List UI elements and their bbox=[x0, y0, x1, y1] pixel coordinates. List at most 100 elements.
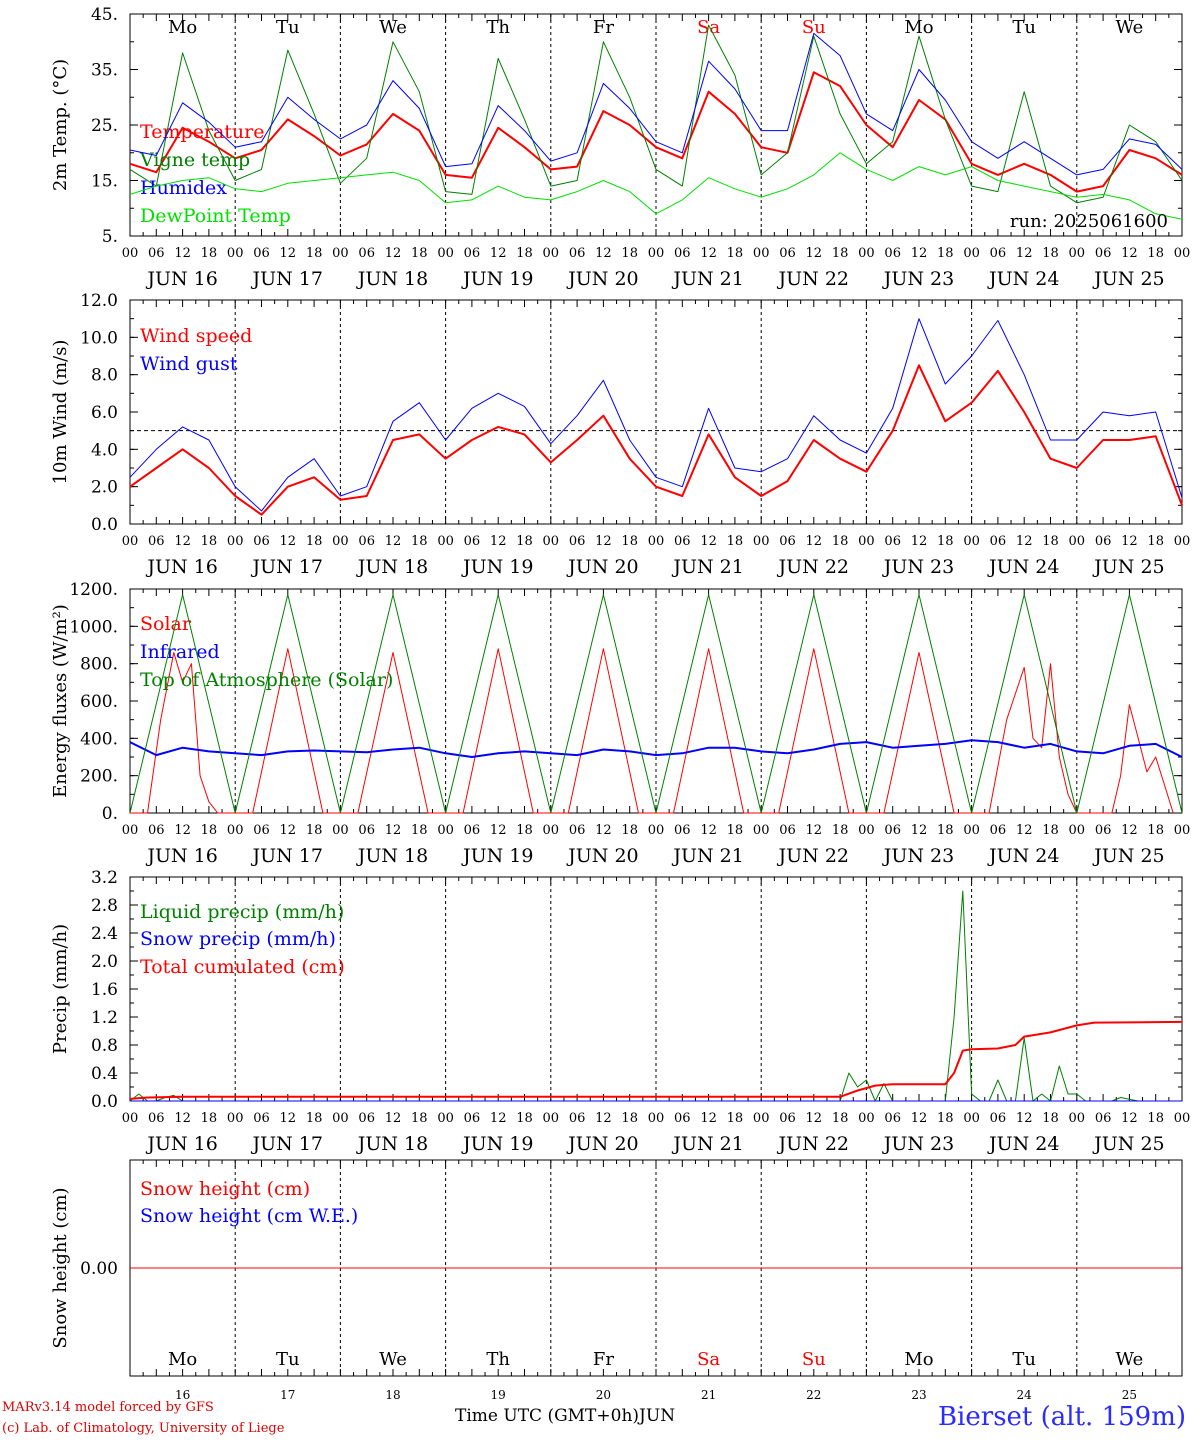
y-tick-label: 200. bbox=[80, 767, 118, 787]
date-label: JUN 23 bbox=[882, 556, 954, 578]
hour-tick-label: 12 bbox=[174, 823, 191, 838]
hour-tick-label: 06 bbox=[1095, 823, 1112, 838]
y-axis-label: 2m Temp. (°C) bbox=[50, 59, 71, 191]
legend-entry: DewPoint Temp bbox=[140, 205, 291, 227]
y-tick-label: 3.2 bbox=[91, 868, 118, 888]
y-tick-label: 35. bbox=[91, 61, 118, 81]
y-tick-label: 1.6 bbox=[91, 980, 118, 1000]
hour-tick-label: 00 bbox=[1174, 1111, 1191, 1126]
y-tick-label: 0. bbox=[102, 804, 118, 824]
day-name: Th bbox=[486, 17, 510, 38]
hour-tick-label: 00 bbox=[543, 534, 560, 549]
hour-tick-label: 06 bbox=[674, 534, 691, 549]
lab-credit: (c) Lab. of Climatology, University of L… bbox=[2, 1421, 285, 1436]
date-label: JUN 25 bbox=[1092, 556, 1164, 578]
day-name: Mo bbox=[904, 1349, 933, 1370]
hour-tick-label: 12 bbox=[595, 823, 612, 838]
hour-tick-label: 12 bbox=[385, 823, 402, 838]
hour-tick-label: 12 bbox=[174, 1111, 191, 1126]
model-credit: MARv3.14 model forced by GFS bbox=[2, 1400, 214, 1415]
hour-tick-label: 12 bbox=[1016, 246, 1033, 261]
hour-tick-label: 18 bbox=[516, 1111, 533, 1126]
date-label: JUN 18 bbox=[356, 556, 428, 578]
hour-tick-label: 00 bbox=[753, 823, 770, 838]
hour-tick-label: 06 bbox=[464, 1111, 481, 1126]
day-name: We bbox=[1116, 17, 1144, 38]
hour-tick-label: 12 bbox=[700, 534, 717, 549]
hour-tick-label: 18 bbox=[1042, 246, 1059, 261]
time-axis-text: Time UTC (GMT+0h) bbox=[455, 1406, 640, 1426]
day-name: Su bbox=[802, 17, 826, 38]
hour-tick-label: 18 bbox=[411, 823, 428, 838]
y-tick-label: 12.0 bbox=[80, 291, 118, 311]
day-number: 22 bbox=[806, 1388, 821, 1402]
hour-tick-label: 00 bbox=[332, 823, 349, 838]
hour-tick-label: 00 bbox=[963, 246, 980, 261]
series-line-wind-speed bbox=[129, 364, 1183, 516]
series-line-temperature bbox=[129, 71, 1183, 193]
hour-tick-label: 00 bbox=[332, 246, 349, 261]
date-label: JUN 16 bbox=[145, 556, 217, 578]
hour-tick-label: 12 bbox=[595, 1111, 612, 1126]
hour-tick-label: 00 bbox=[1174, 823, 1191, 838]
y-tick-label: 0.4 bbox=[91, 1064, 118, 1084]
legend-entry: Temperature bbox=[140, 121, 264, 143]
hour-tick-label: 18 bbox=[937, 246, 954, 261]
hour-tick-label: 06 bbox=[464, 823, 481, 838]
y-tick-label: 400. bbox=[80, 729, 118, 749]
hour-tick-label: 06 bbox=[464, 246, 481, 261]
hour-tick-label: 00 bbox=[963, 534, 980, 549]
date-label: JUN 20 bbox=[566, 556, 638, 578]
legend-entry: Snow height (cm W.E.) bbox=[140, 1205, 358, 1227]
station-label: Bierset (alt. 159m) bbox=[937, 1402, 1186, 1432]
y-tick-label: 0.0 bbox=[91, 515, 118, 535]
hour-tick-label: 06 bbox=[1095, 246, 1112, 261]
hour-tick-label: 00 bbox=[753, 534, 770, 549]
date-label: JUN 25 bbox=[1092, 1133, 1164, 1155]
y-tick-label: 8.0 bbox=[91, 366, 118, 386]
hour-tick-label: 06 bbox=[358, 823, 375, 838]
date-label: JUN 20 bbox=[566, 268, 638, 290]
panel-1: 5. 15. 25. 35. 45. 2m Temp. (°C) Mo Tu We Th Fr Sa S… bbox=[50, 5, 1190, 290]
hour-tick-label: 18 bbox=[306, 246, 323, 261]
hour-tick-label: 06 bbox=[358, 534, 375, 549]
hour-tick-label: 12 bbox=[490, 534, 507, 549]
hour-tick-label: 00 bbox=[437, 823, 454, 838]
hour-tick-label: 12 bbox=[280, 534, 297, 549]
hour-tick-label: 06 bbox=[779, 246, 796, 261]
hour-tick-label: 00 bbox=[437, 1111, 454, 1126]
day-number: 19 bbox=[491, 1388, 506, 1402]
day-name: Sa bbox=[697, 1349, 720, 1370]
hour-tick-label: 12 bbox=[911, 246, 928, 261]
legend-entry: Humidex bbox=[140, 177, 227, 199]
hour-tick-label: 06 bbox=[569, 1111, 586, 1126]
hour-tick-label: 12 bbox=[1121, 823, 1138, 838]
hour-tick-label: 00 bbox=[753, 246, 770, 261]
date-label: JUN 22 bbox=[777, 1133, 849, 1155]
series-line-total-cumulated-cm- bbox=[129, 1020, 1183, 1100]
day-number: 23 bbox=[911, 1388, 926, 1402]
date-label: JUN 17 bbox=[251, 556, 323, 578]
hour-tick-label: 06 bbox=[674, 823, 691, 838]
legend-entry: Top of Atmosphere (Solar) bbox=[140, 669, 393, 691]
hour-tick-label: 06 bbox=[148, 1111, 165, 1126]
y-tick-label: 4.0 bbox=[91, 440, 118, 460]
hour-tick-label: 00 bbox=[543, 823, 560, 838]
date-label: JUN 25 bbox=[1092, 845, 1164, 867]
hour-tick-label: 12 bbox=[280, 823, 297, 838]
hour-tick-label: 18 bbox=[201, 823, 218, 838]
day-number: 21 bbox=[701, 1388, 716, 1402]
hour-tick-label: 18 bbox=[1147, 1111, 1164, 1126]
hour-tick-label: 00 bbox=[122, 823, 139, 838]
hour-tick-label: 12 bbox=[911, 1111, 928, 1126]
date-label: JUN 17 bbox=[251, 1133, 323, 1155]
series-line-dewpoint-temp bbox=[129, 152, 1183, 220]
hour-tick-label: 18 bbox=[516, 823, 533, 838]
hour-tick-label: 06 bbox=[148, 823, 165, 838]
y-tick-label: 600. bbox=[80, 692, 118, 712]
hour-tick-label: 00 bbox=[963, 823, 980, 838]
hour-tick-label: 00 bbox=[122, 246, 139, 261]
hour-tick-label: 12 bbox=[700, 1111, 717, 1126]
day-name: We bbox=[379, 1349, 407, 1370]
legend-entry: Snow precip (mm/h) bbox=[140, 928, 336, 950]
